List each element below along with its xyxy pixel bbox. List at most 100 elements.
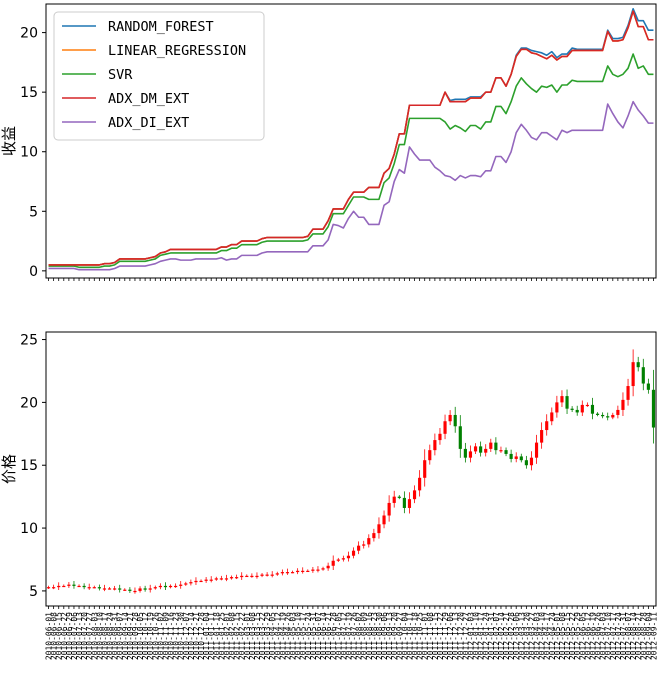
date-tick-label: 2012-05-22	[568, 612, 577, 660]
candle-body	[651, 389, 656, 428]
returns-series-lines	[48, 7, 654, 271]
candle	[194, 577, 198, 585]
candle-body	[494, 442, 498, 451]
y-tick-label: 5	[29, 204, 38, 220]
returns-x-ticks	[48, 278, 654, 281]
candle	[285, 568, 290, 575]
candle	[590, 397, 595, 420]
candle-body	[255, 575, 259, 578]
date-tick-label: 2011-06-21	[324, 612, 333, 660]
y-tick-label: 10	[20, 521, 38, 537]
candle	[204, 577, 208, 583]
candle	[113, 585, 117, 591]
price-x-ticks	[48, 606, 654, 609]
candle	[560, 390, 564, 408]
candle-body	[626, 386, 630, 400]
legend-label: ADX_DI_EXT	[108, 115, 189, 131]
candle	[97, 584, 101, 591]
y-tick-label: 20	[20, 395, 38, 411]
returns-y-axis: 0 5 10 15 20	[20, 26, 46, 280]
date-tick-label: 2012-05-29	[573, 612, 582, 660]
candle-body	[534, 442, 539, 458]
date-tick-label: 2010-11-23	[172, 612, 181, 660]
candle-body	[219, 578, 223, 580]
price-plot-frame	[45, 331, 657, 607]
candle	[102, 584, 107, 592]
candle-body	[235, 577, 239, 579]
candle-body	[438, 433, 442, 441]
date-tick-label: 2012-04-17	[543, 612, 552, 660]
date-tick-label: 2011-03-22	[258, 612, 267, 660]
date-tick-label: 2010-06-08	[50, 612, 59, 660]
candle	[336, 557, 340, 563]
candle	[397, 495, 401, 500]
candle	[479, 441, 483, 457]
legend: RANDOM_FOREST LINEAR_REGRESSION SVR ADX_…	[53, 11, 265, 141]
candle	[265, 572, 269, 577]
date-tick-label: 2010-11-09	[161, 612, 170, 660]
candle	[545, 414, 549, 436]
candle	[52, 584, 56, 590]
candle	[128, 587, 132, 593]
date-tick-label: 2010-12-07	[182, 612, 191, 660]
date-tick-label: 2011-11-15	[431, 612, 440, 660]
candle	[606, 412, 610, 421]
candle-body	[448, 414, 452, 422]
candle	[357, 541, 361, 555]
candle-body	[189, 582, 193, 584]
date-tick-label: 2010-06-01	[45, 612, 54, 660]
candle-body	[158, 585, 162, 588]
candle	[326, 562, 330, 571]
candle	[224, 574, 229, 582]
date-tick-label: 2010-12-28	[197, 612, 206, 660]
series-line-svr	[48, 53, 654, 269]
series-line-adx-dm-ext	[48, 10, 654, 266]
date-tick-label: 2011-06-07	[314, 612, 323, 660]
date-tick-label: 2011-07-05	[334, 612, 343, 660]
candle-body	[128, 589, 132, 591]
candle-body	[590, 404, 595, 414]
candle-body	[265, 574, 269, 576]
candle	[555, 395, 559, 418]
date-tick-label: 2010-08-03	[90, 612, 99, 660]
date-tick-label: 2011-06-28	[329, 612, 338, 660]
candle-body	[585, 404, 589, 407]
candle	[82, 583, 86, 590]
date-tick-label: 2011-11-22	[436, 612, 445, 660]
candle-body	[290, 572, 295, 574]
candle-body	[611, 414, 615, 418]
candle-body	[555, 402, 559, 413]
candle-body	[204, 579, 208, 581]
candle	[341, 555, 345, 562]
candle	[524, 455, 528, 469]
returns-plot-frame	[45, 3, 657, 279]
date-tick-label: 2012-01-17	[477, 612, 486, 660]
candle-body	[351, 550, 356, 556]
legend-label: ADX_DM_EXT	[108, 91, 189, 107]
candle-body	[245, 575, 249, 578]
y-tick-label: 10	[20, 145, 38, 161]
candle	[133, 587, 137, 594]
date-tick-label: 2010-10-05	[136, 612, 145, 660]
date-tick-label: 2011-11-29	[441, 612, 450, 660]
candle	[235, 574, 239, 580]
candle-body	[179, 584, 183, 586]
candle-body	[387, 502, 391, 516]
candlesticks	[46, 349, 656, 594]
date-tick-label: 2011-09-13	[385, 612, 394, 660]
candle	[514, 452, 518, 463]
candle	[168, 584, 173, 589]
date-tick-label: 2010-09-14	[121, 612, 130, 660]
candle	[57, 582, 61, 591]
date-tick-label: 2011-05-17	[299, 612, 308, 660]
date-tick-label: 2011-03-15	[253, 612, 262, 660]
legend-box	[53, 11, 265, 141]
candle	[306, 569, 310, 573]
legend-label: LINEAR_REGRESSION	[108, 43, 246, 59]
date-tick-label: 2011-02-01	[222, 612, 231, 660]
candle-body	[194, 580, 198, 583]
candle	[46, 585, 51, 589]
candle-body	[270, 574, 274, 576]
date-tick-label: 2011-11-08	[426, 612, 435, 660]
